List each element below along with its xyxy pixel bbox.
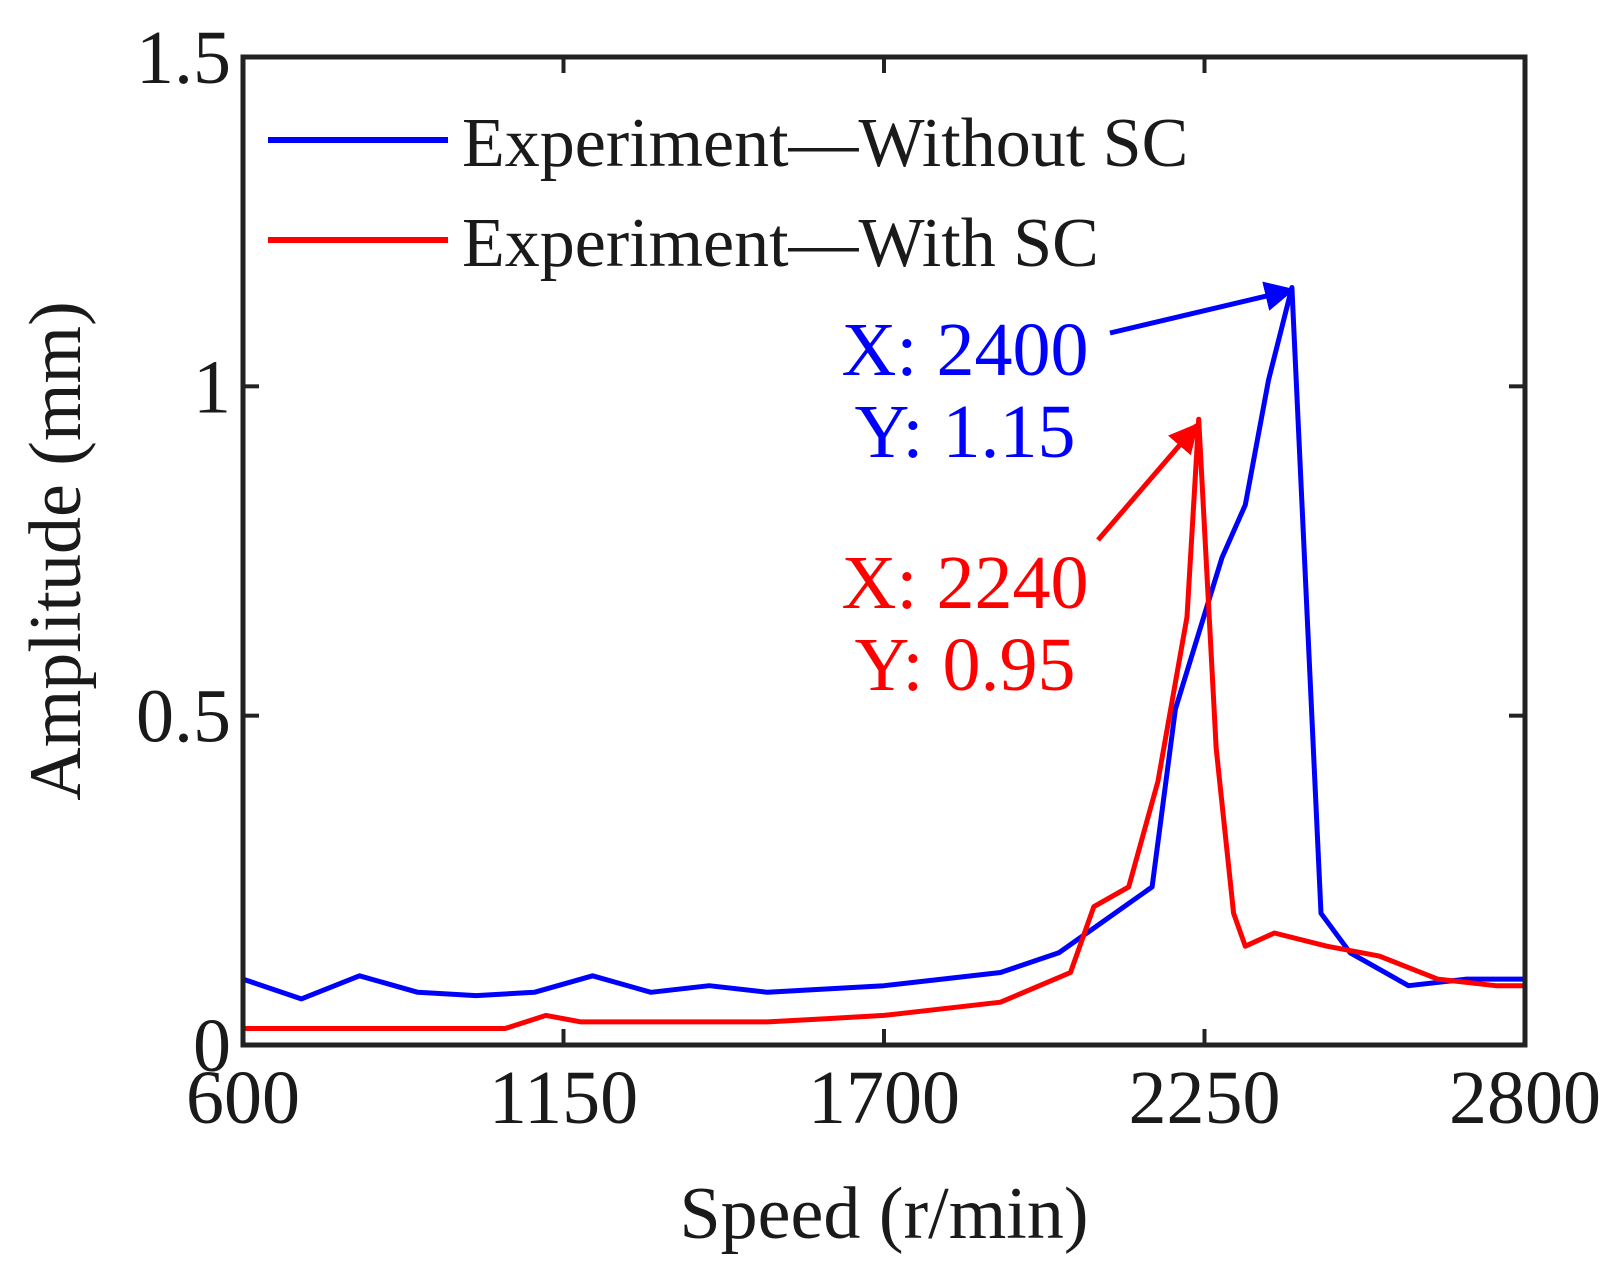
annotation-peak-without-sc-y: Y: 1.15 — [854, 390, 1075, 474]
x-tick-label: 600 — [186, 1056, 300, 1140]
legend: Experiment—Without SC Experiment—With SC — [268, 105, 1188, 282]
x-axis-label: Speed (r/min) — [680, 1173, 1089, 1255]
ticks-layer: 600 1150 1700 2250 2800 0 0.5 1 1.5 — [136, 16, 1601, 1140]
annotations: X: 2400 Y: 1.15 X: 2240 Y: 0.95 — [842, 281, 1295, 707]
annotation-peak-with-sc-y: Y: 0.95 — [854, 623, 1075, 707]
y-tick-label: 0 — [193, 1004, 231, 1088]
series-line-with-sc — [243, 416, 1525, 1031]
x-tick-label: 2800 — [1449, 1056, 1601, 1140]
annotation-arrow-without-sc — [1109, 281, 1295, 336]
y-tick-label: 1.5 — [136, 16, 231, 100]
y-axis-label: Amplitude (mm) — [15, 301, 97, 800]
y-tick-label: 1 — [193, 345, 231, 429]
legend-label-with-sc: Experiment—With SC — [462, 205, 1099, 282]
legend-label-without-sc: Experiment—Without SC — [462, 105, 1188, 182]
annotation-peak-with-sc-x: X: 2240 — [842, 541, 1089, 625]
series-line-without-sc — [242, 285, 1525, 1002]
series-layer — [242, 285, 1525, 1031]
x-tick-label: 1700 — [808, 1056, 960, 1140]
x-tick-label: 2250 — [1129, 1056, 1281, 1140]
y-tick-label: 0.5 — [136, 675, 231, 759]
annotation-arrow-with-sc — [1096, 422, 1199, 542]
x-tick-label: 1150 — [489, 1056, 638, 1140]
annotation-peak-without-sc-x: X: 2400 — [842, 308, 1089, 392]
